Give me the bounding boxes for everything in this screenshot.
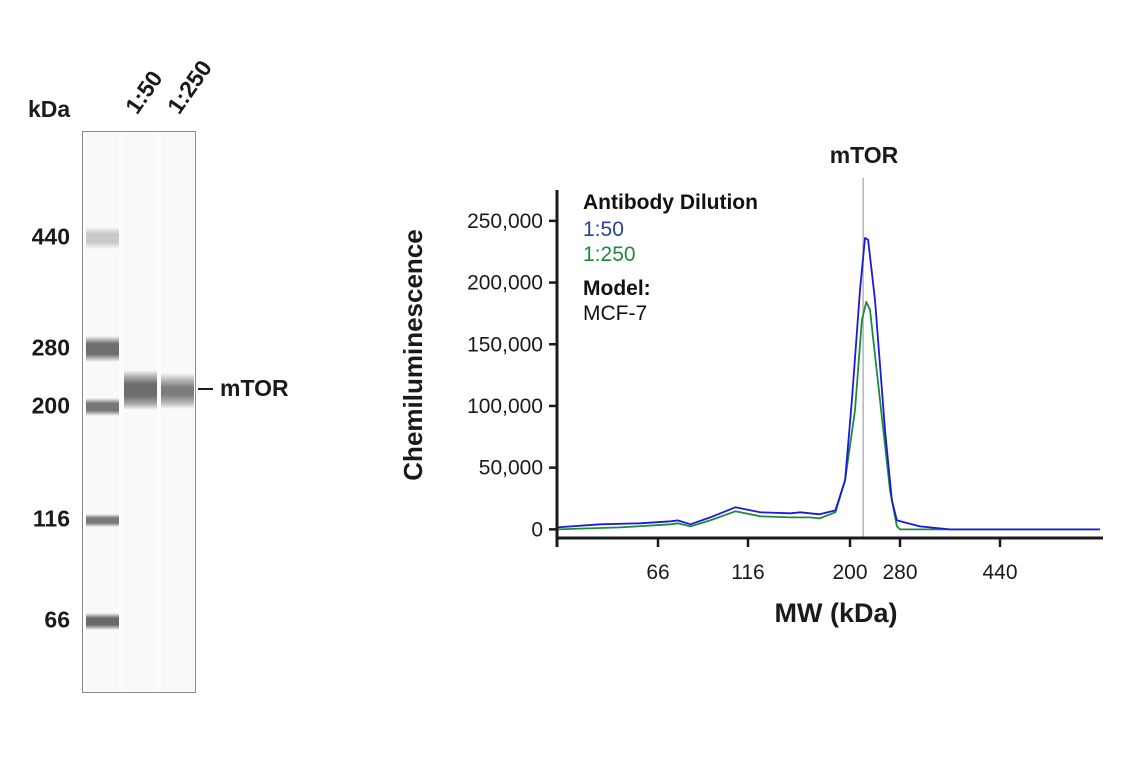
legend-title: Antibody Dilution [583,191,758,214]
gel-image [82,131,196,693]
ladder-label-66: 66 [44,606,70,633]
sample-lane-1-250 [161,132,194,692]
ladder-band-66 [86,612,119,630]
legend-entry-1-50: 1:50 [583,218,624,241]
ladder-band-280 [86,336,119,362]
x-tick-label: 66 [646,561,669,584]
sample-lane-1-50 [124,132,157,692]
ladder-label-200: 200 [31,392,70,419]
ladder-band-200 [86,398,119,416]
y-tick-label: 50,000 [479,457,543,480]
x-tick-label: 440 [982,561,1017,584]
series-line-1-250 [556,301,1100,531]
mtor-marker-dash [198,388,213,390]
ladder-band-116 [86,513,119,527]
y-tick-label: 100,000 [467,395,543,418]
x-axis-label: MW (kDa) [775,598,898,628]
model-value: MCF-7 [583,302,647,325]
y-tick-label: 0 [531,518,543,541]
x-tick-label: 200 [832,561,867,584]
chart-title: mTOR [830,142,899,168]
ladder-band-440 [86,227,119,249]
model-label: Model: [583,277,651,300]
ladder-label-280: 280 [31,334,70,361]
x-tick-label: 116 [731,561,764,584]
x-tick-label: 280 [882,561,917,584]
y-tick-label: 250,000 [467,210,543,233]
y-tick-label: 200,000 [467,272,543,295]
y-tick-label: 150,000 [467,333,543,356]
kda-unit-label: kDa [28,96,71,122]
legend-entry-1-250: 1:250 [583,243,636,266]
ladder-lane [86,132,119,692]
mtor-gel-label: mTOR [220,375,289,401]
ladder-label-440: 440 [31,223,70,250]
ladder-label-116: 116 [32,505,70,532]
mtor-band-1-50 [124,370,157,410]
series-line-1-50 [556,237,1100,531]
mtor-band-1-250 [161,373,194,409]
y-axis-label: Chemiluminescence [398,229,428,480]
